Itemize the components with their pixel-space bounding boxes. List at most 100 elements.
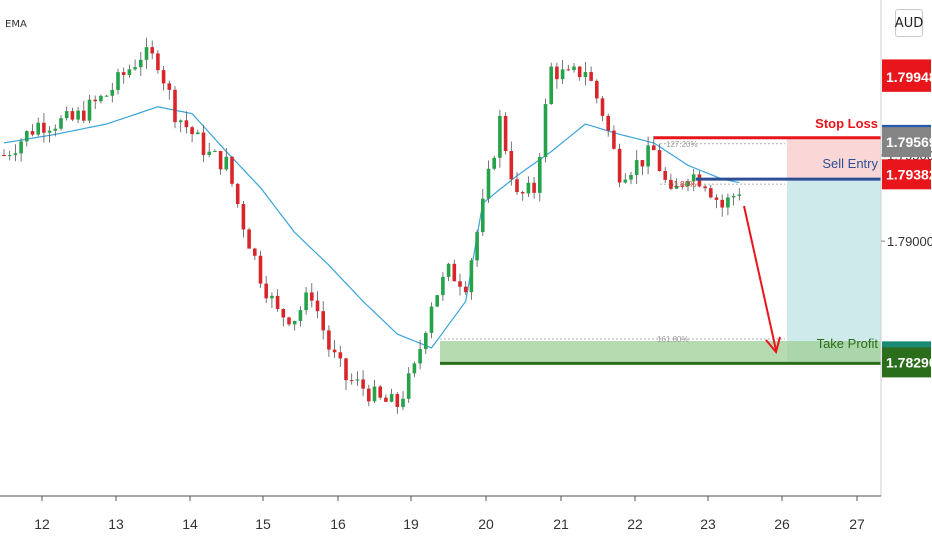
- candle-body: [178, 120, 183, 123]
- time-tick-label: 14: [182, 516, 198, 532]
- candle-body: [59, 118, 63, 129]
- candle-body: [156, 53, 160, 71]
- target-zone: [440, 341, 881, 364]
- time-tick-label: 26: [774, 516, 790, 532]
- candle-body: [87, 99, 92, 121]
- candle-body: [486, 168, 491, 199]
- chart-annotations: Stop Loss Sell Entry Take Profit 127.20% 61.…: [657, 116, 878, 351]
- candle-body: [657, 150, 662, 171]
- candle-body: [332, 349, 337, 353]
- candle-body: [201, 132, 206, 155]
- candle-body: [526, 182, 531, 194]
- candle-body: [646, 145, 650, 167]
- fib-127-label: 127.20%: [666, 140, 698, 149]
- candle-body: [258, 255, 263, 284]
- candles: [2, 37, 742, 414]
- candle-body: [458, 281, 462, 287]
- risk-zone: [787, 137, 881, 180]
- price-badge: [882, 159, 931, 190]
- candle-body: [538, 157, 542, 193]
- candle-body: [406, 373, 411, 399]
- projection-arrow: [743, 205, 777, 351]
- price-tick-label: 1.79000: [887, 234, 932, 249]
- axes: 1.790001.795001.799621.799481.795821.795…: [0, 0, 932, 532]
- candle-body: [150, 47, 154, 54]
- candle-body: [691, 174, 696, 182]
- candle-body: [669, 179, 673, 189]
- sell-entry-label: Sell Entry: [822, 156, 878, 171]
- trade-zones: [440, 137, 881, 364]
- candle-body: [401, 398, 405, 408]
- candle-body: [264, 283, 268, 299]
- stop-loss-label: Stop Loss: [815, 116, 878, 131]
- candle-body: [121, 72, 126, 76]
- candle-body: [583, 72, 588, 78]
- candle-body: [133, 67, 137, 70]
- candle-body: [235, 183, 240, 205]
- candle-body: [549, 66, 553, 105]
- price-badge: [882, 347, 931, 378]
- candle-body: [361, 379, 365, 389]
- candle-body: [600, 98, 605, 116]
- candle-body: [310, 292, 314, 301]
- candle-body: [652, 145, 656, 151]
- candle-body: [2, 155, 6, 156]
- candle-body: [640, 160, 645, 167]
- candle-body: [127, 69, 132, 76]
- price-badge: [882, 61, 931, 92]
- candle-body: [25, 131, 29, 142]
- candle-body: [287, 317, 291, 325]
- candle-body: [167, 83, 172, 90]
- candle-body: [463, 286, 468, 293]
- candle-body: [509, 151, 514, 180]
- candle-body: [532, 182, 536, 193]
- candle-body: [270, 295, 274, 299]
- candle-body: [93, 99, 97, 102]
- candle-body: [7, 155, 12, 157]
- arrow-head: [765, 336, 781, 355]
- candle-body: [709, 188, 713, 198]
- candle-body: [19, 141, 23, 154]
- candle-body: [110, 89, 115, 96]
- fib-1618-label: 161.80%: [657, 335, 689, 344]
- candle-body: [355, 379, 360, 381]
- candle-body: [435, 295, 439, 307]
- time-tick-label: 21: [553, 516, 569, 532]
- candle-body: [720, 199, 724, 208]
- fib-618-label: 61.80%: [669, 180, 696, 189]
- candle-body: [213, 151, 217, 153]
- ema-line: [3, 106, 740, 349]
- time-tick-label: 16: [330, 516, 346, 532]
- candle-body: [42, 122, 46, 133]
- candle-body: [372, 386, 377, 402]
- candle-body: [76, 110, 80, 120]
- candle-body: [338, 352, 343, 359]
- ema-curve: [3, 106, 740, 349]
- time-tick-label: 27: [849, 516, 865, 532]
- candle-body: [446, 263, 451, 277]
- candle-body: [218, 151, 223, 170]
- candle-body: [560, 69, 565, 80]
- candle-body: [498, 115, 502, 158]
- candle-body: [321, 311, 325, 331]
- take-profit-label: Take Profit: [817, 336, 879, 351]
- candle-body: [389, 394, 394, 402]
- candle-body: [298, 310, 303, 321]
- candle-body: [663, 170, 667, 180]
- candle-body: [281, 308, 286, 318]
- candle-body: [595, 80, 599, 99]
- candle-body: [629, 174, 633, 180]
- time-tick-label: 22: [627, 516, 643, 532]
- candle-body: [555, 66, 559, 80]
- candle-body: [116, 72, 120, 90]
- candle-body: [82, 110, 86, 121]
- candle-body: [275, 295, 280, 309]
- currency-button[interactable]: AUD: [895, 9, 923, 37]
- time-tick-label: 15: [255, 516, 271, 532]
- candle-body: [292, 320, 297, 325]
- candle-body: [99, 95, 103, 102]
- candle-body: [367, 388, 371, 402]
- candle-body: [726, 197, 730, 208]
- candle-body: [589, 72, 593, 81]
